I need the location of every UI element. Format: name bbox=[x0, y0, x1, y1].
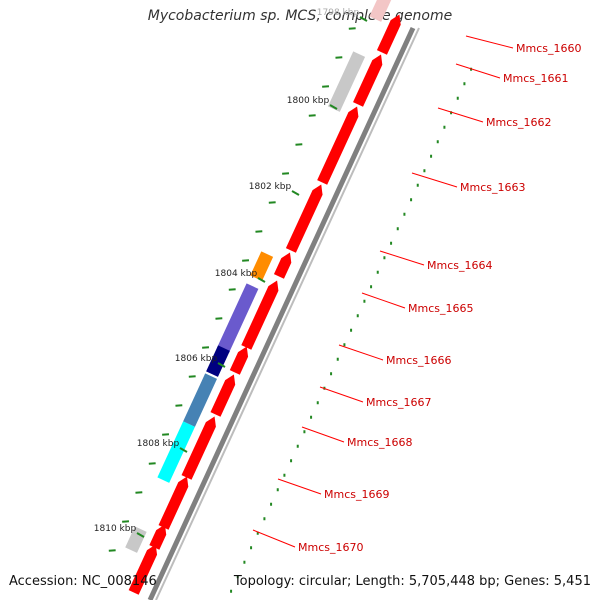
cds-arrow bbox=[285, 184, 323, 253]
gc-dot bbox=[303, 430, 306, 434]
gc-dot bbox=[236, 575, 239, 579]
gc-dot bbox=[376, 270, 379, 274]
gene-leader-line bbox=[319, 386, 364, 403]
pale-feature bbox=[369, 0, 392, 22]
gene-label-mmcs_1665: Mmcs_1665 bbox=[408, 302, 473, 315]
purple-feature bbox=[217, 283, 259, 353]
cds-arrow bbox=[229, 346, 249, 375]
gc-dot bbox=[370, 285, 373, 289]
gene-label-mmcs_1670: Mmcs_1670 bbox=[298, 541, 363, 554]
gene-leader-line bbox=[465, 35, 514, 49]
gc-content-dots bbox=[230, 67, 473, 593]
tick-label: 1810 kbp bbox=[94, 524, 137, 534]
gene-leader-line bbox=[277, 478, 322, 495]
gc-dot bbox=[330, 372, 333, 376]
gc-dot bbox=[316, 401, 319, 405]
gc-dot bbox=[256, 531, 259, 535]
tick-label: 1800 kbp bbox=[287, 96, 330, 106]
cds-arrow bbox=[181, 416, 216, 480]
backbone-line bbox=[147, 26, 416, 600]
tick-label: 1808 kbp bbox=[137, 439, 180, 449]
gene-label-mmcs_1663: Mmcs_1663 bbox=[460, 181, 525, 194]
tick-mark bbox=[179, 447, 188, 453]
gene-leader-line bbox=[361, 292, 406, 309]
cds-arrow bbox=[158, 476, 189, 530]
gc-dot bbox=[430, 154, 433, 158]
gc-dot bbox=[290, 459, 293, 463]
cds-arrow bbox=[317, 106, 359, 185]
gene-label-mmcs_1664: Mmcs_1664 bbox=[427, 259, 492, 272]
gc-dot bbox=[270, 502, 273, 506]
tick-mark bbox=[217, 362, 226, 368]
gene-leader-line bbox=[455, 63, 501, 79]
gc-dot bbox=[423, 169, 426, 173]
gene-label-mmcs_1661: Mmcs_1661 bbox=[503, 72, 568, 85]
gene-label-mmcs_1667: Mmcs_1667 bbox=[366, 396, 431, 409]
gene-leader-line bbox=[437, 107, 484, 123]
gc-skew-ticks bbox=[108, 27, 356, 552]
cyan-feature bbox=[157, 421, 195, 483]
cds-arrow bbox=[149, 524, 167, 550]
cds-arrow bbox=[376, 14, 401, 55]
gene-label-mmcs_1669: Mmcs_1669 bbox=[324, 488, 389, 501]
gc-dot bbox=[403, 212, 406, 216]
genome-summary-text: Topology: circular; Length: 5,705,448 bp… bbox=[233, 574, 591, 589]
gc-dot bbox=[396, 227, 399, 231]
gc-dot bbox=[243, 560, 246, 564]
tick-mark bbox=[329, 104, 338, 110]
steelblue-feature bbox=[183, 373, 218, 427]
gc-dot bbox=[283, 473, 286, 477]
gc-dot bbox=[463, 82, 466, 86]
gene-leader-line bbox=[252, 529, 296, 548]
gc-dot bbox=[350, 328, 353, 332]
gene-leader-line bbox=[411, 172, 458, 188]
tick-mark bbox=[136, 532, 145, 538]
gc-dot bbox=[336, 357, 339, 361]
backbone-inner-line bbox=[155, 27, 420, 600]
gc-dot bbox=[416, 183, 419, 187]
tick-label: 1804 kbp bbox=[215, 269, 258, 279]
tick-mark bbox=[291, 190, 300, 196]
gene-leader-line bbox=[301, 426, 345, 443]
accession-text: Accession: NC_008146 bbox=[9, 574, 157, 589]
gc-dot bbox=[363, 299, 366, 303]
gc-dot bbox=[450, 111, 453, 115]
gc-dot bbox=[230, 589, 233, 593]
grey-feature bbox=[125, 526, 147, 553]
grey-feature bbox=[327, 51, 366, 112]
cds-arrow bbox=[128, 544, 158, 595]
cds-arrow bbox=[273, 252, 292, 279]
gc-dot bbox=[383, 256, 386, 260]
gc-dot bbox=[263, 517, 266, 521]
gc-dot bbox=[390, 241, 393, 245]
gene-leader-line bbox=[338, 344, 384, 361]
gc-dot bbox=[250, 546, 253, 550]
gc-dot bbox=[276, 488, 279, 492]
gc-dot bbox=[443, 125, 446, 129]
gc-dot bbox=[456, 96, 459, 100]
tick-label: 1798 kbp bbox=[317, 8, 360, 18]
tick-label: 1802 kbp bbox=[249, 182, 292, 192]
gc-dot bbox=[436, 140, 439, 144]
gc-dot bbox=[296, 444, 299, 448]
gc-dot bbox=[343, 343, 346, 347]
gc-dot bbox=[356, 314, 359, 318]
gc-dot bbox=[310, 415, 313, 419]
tick-label: 1806 kbp bbox=[175, 354, 218, 364]
cds-arrow bbox=[353, 54, 383, 107]
tick-mark bbox=[257, 277, 266, 283]
gene-label-mmcs_1662: Mmcs_1662 bbox=[486, 116, 551, 129]
gene-label-mmcs_1668: Mmcs_1668 bbox=[347, 436, 412, 449]
cds-arrow bbox=[210, 374, 236, 417]
cds-arrow bbox=[241, 280, 279, 350]
tick-mark bbox=[359, 16, 368, 22]
gene-leader-line bbox=[379, 250, 425, 266]
orange-feature bbox=[250, 251, 274, 281]
gc-dot bbox=[410, 198, 413, 202]
navy-feature bbox=[206, 345, 230, 377]
gene-label-mmcs_1666: Mmcs_1666 bbox=[386, 354, 451, 367]
gene-label-mmcs_1660: Mmcs_1660 bbox=[516, 42, 581, 55]
